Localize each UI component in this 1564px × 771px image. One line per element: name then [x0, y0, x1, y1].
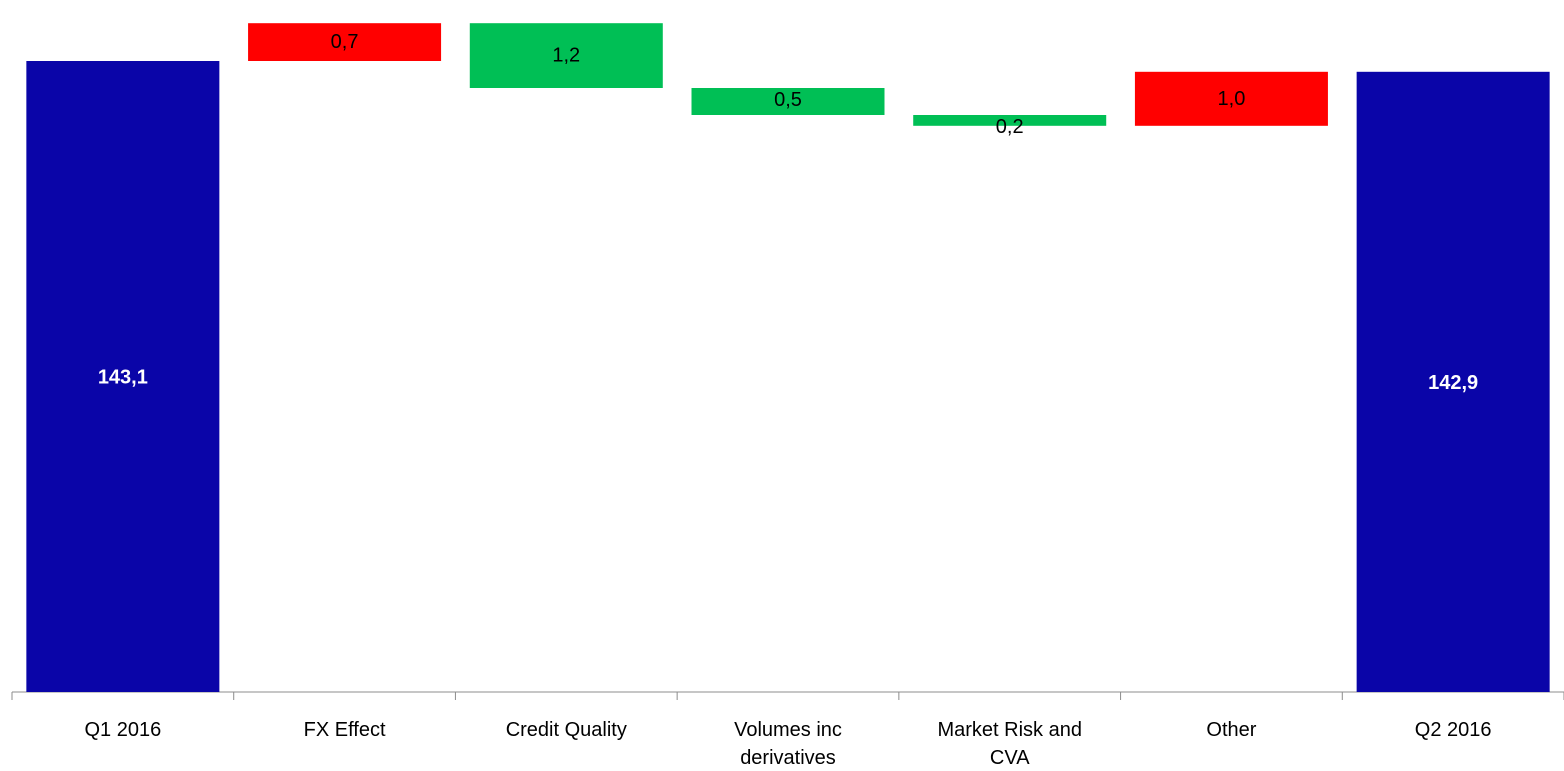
- data-label: 1,0: [1218, 88, 1246, 110]
- data-label: 143,1: [98, 367, 148, 389]
- data-label: 0,2: [996, 116, 1024, 138]
- x-tick-label: Other: [1206, 719, 1256, 741]
- x-tick-label: Volumes inc derivatives: [734, 719, 842, 769]
- x-tick-label: Q1 2016: [84, 719, 161, 741]
- x-tick-label: Market Risk and CVA: [937, 719, 1082, 769]
- x-tick-label: FX Effect: [304, 719, 386, 741]
- x-tick-label: Q2 2016: [1415, 719, 1492, 741]
- x-tick-label: Credit Quality: [506, 719, 627, 741]
- data-label: 142,9: [1428, 372, 1478, 394]
- data-label: 0,5: [774, 89, 802, 111]
- data-label: 1,2: [552, 45, 580, 67]
- data-label: 0,7: [331, 31, 359, 53]
